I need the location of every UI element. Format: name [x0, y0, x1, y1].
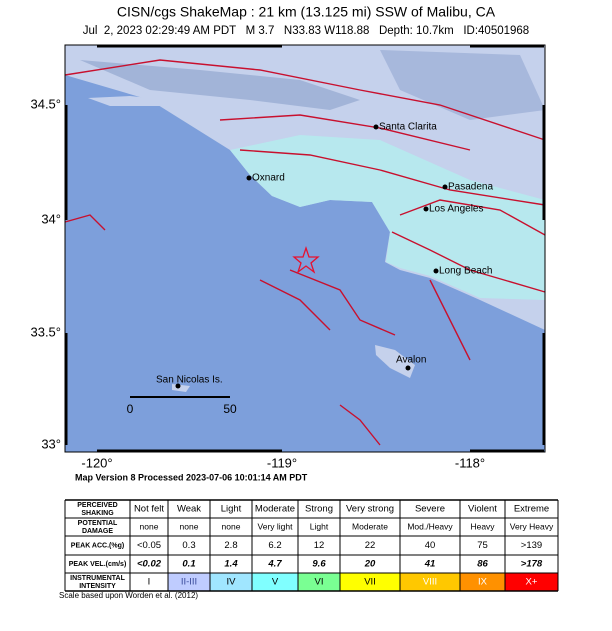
relief [80, 60, 360, 110]
intensity-legend: PERCEIVED SHAKING Not felt Weak Light Moderat… [64, 499, 559, 592]
column-label: Moderate [255, 504, 295, 515]
cell-value: 0.3 [182, 540, 195, 551]
intensity-cell [505, 573, 558, 591]
place-label: San Nicolas Is. [156, 375, 223, 386]
column-label: Weak [177, 504, 201, 515]
cell-value: 2.8 [224, 540, 237, 551]
column-label: Light [221, 504, 242, 515]
subtitle: Jul 2, 2023 02:29:49 AM PDT M 3.7 N33.83… [83, 25, 529, 37]
frame [64, 44, 546, 453]
intensity-cell [298, 573, 340, 591]
intensity-cell [130, 573, 168, 591]
cell-value: 6.2 [268, 540, 281, 551]
cell-value: II-III [181, 577, 197, 588]
cell-value: 40 [425, 540, 436, 551]
cell-value: 20 [364, 559, 376, 570]
cell-value: X+ [526, 577, 538, 588]
cell-value: >139 [521, 540, 542, 551]
column-label: Not felt [134, 504, 164, 515]
place-dot [433, 268, 439, 274]
column-label: Extreme [514, 504, 549, 515]
cell-value: <0.05 [137, 540, 161, 551]
scale-label: 50 [223, 402, 237, 416]
row-label: PEAK VEL.(cm/s) [69, 561, 127, 568]
lon-label: -118° [455, 455, 485, 470]
column-label: Severe [415, 504, 445, 515]
cell-value: Heavy [470, 521, 495, 531]
relief [380, 50, 545, 120]
row-label: PEAK ACC.(%g) [71, 542, 124, 549]
place-dot [423, 206, 429, 212]
cell-value: 1.4 [224, 559, 238, 570]
column-label: Violent [468, 504, 497, 515]
cell-value: Very light [258, 521, 294, 531]
cell-value: <0.02 [137, 559, 162, 570]
intensity-cell [252, 573, 298, 591]
cell-value: Moderate [352, 521, 388, 531]
cell-value: Very Heavy [510, 521, 554, 531]
cell-value: IX [478, 577, 488, 588]
title: CISN/cgs ShakeMap : 21 km (13.125 mi) SS… [117, 4, 496, 20]
cell-value: Light [310, 521, 329, 531]
cell-value: 75 [477, 540, 488, 551]
intensity-cell [210, 573, 252, 591]
scale-label: 0 [127, 402, 134, 416]
lon-label: -119° [267, 455, 297, 470]
lat-label: 34.5° [30, 96, 61, 111]
cell-value: 41 [424, 559, 436, 570]
place-label: Los Angeles [429, 204, 484, 215]
lat-label: 34° [41, 211, 61, 226]
shaking-area [230, 135, 545, 300]
place-dot [442, 184, 448, 190]
cell-value: none [222, 521, 241, 531]
map [64, 44, 546, 453]
frame-ticks [64, 44, 546, 453]
map-footer: Map Version 8 Processed 2023-07-06 10:01… [75, 472, 308, 482]
place-dot [405, 365, 411, 371]
cell-value: 12 [314, 540, 325, 551]
place-label: Oxnard [252, 173, 285, 184]
cell-value: 86 [477, 559, 488, 570]
cell-value: 22 [365, 540, 376, 551]
cell-value: VII [364, 577, 376, 588]
faults [64, 59, 546, 446]
island [88, 96, 170, 106]
place-dot [175, 383, 181, 389]
place-dot [246, 175, 252, 181]
lat-label: 33.5° [30, 324, 61, 339]
place-dot [373, 124, 379, 130]
cell-value: >178 [521, 559, 543, 570]
lat-label: 33° [41, 436, 61, 451]
scale-note: Scale based upon Worden et al. (2012) [59, 591, 198, 600]
lon-label: -120° [81, 455, 112, 470]
cell-value: none [140, 521, 159, 531]
cell-value: VIII [423, 577, 437, 588]
cell-value: none [180, 521, 199, 531]
row-label: INSTRUMENTAL INTENSITY [70, 575, 125, 590]
cell-value: 9.6 [312, 559, 326, 570]
intensity-cell [340, 573, 400, 591]
intensity-cell [400, 573, 460, 591]
column-label: Very strong [346, 504, 394, 515]
cell-value: VI [315, 577, 324, 588]
place-label: Santa Clarita [379, 122, 437, 133]
cell-value: IV [227, 577, 237, 588]
row-label: PERCEIVED SHAKING [77, 502, 117, 517]
epicenter [292, 245, 320, 274]
cell-value: 4.7 [267, 559, 282, 570]
intensity-cell [168, 573, 210, 591]
place-label: Pasadena [448, 182, 493, 193]
cell-value: 0.1 [182, 559, 195, 570]
cell-value: I [148, 577, 151, 588]
place-label: Long Beach [439, 266, 492, 277]
place-label: Avalon [396, 355, 426, 366]
cell-value: Mod./Heavy [407, 521, 453, 531]
intensity-cell [460, 573, 505, 591]
island [375, 345, 415, 378]
column-label: Strong [305, 504, 333, 515]
cell-value: V [272, 577, 279, 588]
row-label: POTENTIAL DAMAGE [78, 520, 118, 535]
